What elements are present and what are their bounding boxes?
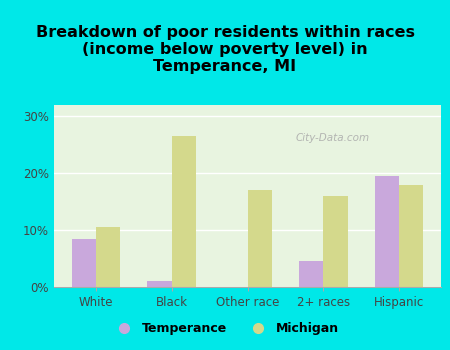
Bar	[323, 196, 347, 287]
Bar	[299, 261, 323, 287]
Bar	[399, 185, 423, 287]
Bar	[375, 176, 399, 287]
Bar	[72, 239, 96, 287]
Bar	[148, 281, 172, 287]
Text: City-Data.com: City-Data.com	[296, 133, 370, 143]
Legend: Temperance, Michigan: Temperance, Michigan	[107, 317, 343, 340]
Text: Breakdown of poor residents within races
(income below poverty level) in
Tempera: Breakdown of poor residents within races…	[36, 25, 414, 74]
Bar	[96, 227, 120, 287]
Bar	[172, 136, 196, 287]
Bar	[248, 190, 272, 287]
